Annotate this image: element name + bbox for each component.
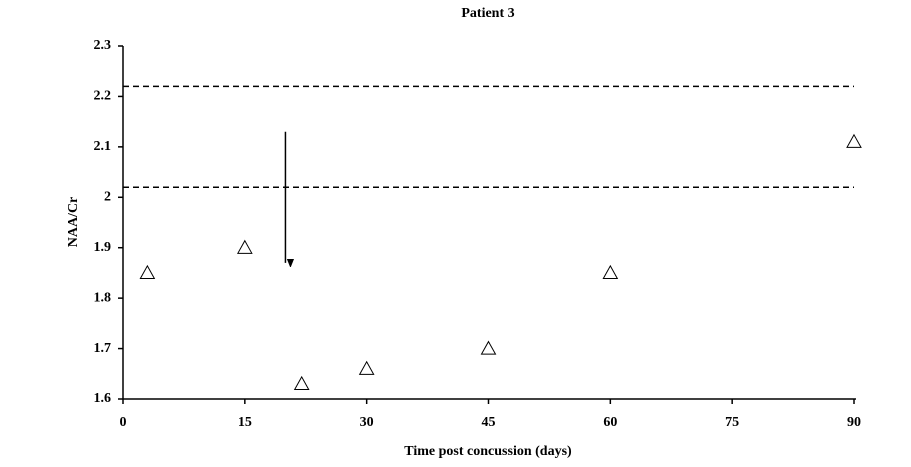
data-point bbox=[602, 264, 619, 280]
y-tick-label: 1.6 bbox=[94, 391, 112, 406]
data-point bbox=[846, 133, 862, 148]
chart-title: Patient 3 bbox=[461, 6, 514, 21]
data-point bbox=[480, 340, 497, 355]
x-tick-label: 45 bbox=[482, 415, 496, 430]
x-tick-label: 60 bbox=[603, 415, 617, 430]
y-tick-label: 2.1 bbox=[94, 139, 112, 154]
y-tick-label: 1.9 bbox=[94, 240, 112, 255]
x-axis-label: Time post concussion (days) bbox=[404, 444, 572, 459]
x-tick-label: 30 bbox=[360, 415, 374, 430]
y-tick-label: 2 bbox=[104, 190, 111, 205]
data-point bbox=[358, 360, 375, 375]
x-tick-label: 90 bbox=[847, 415, 861, 430]
y-tick-label: 1.7 bbox=[94, 341, 112, 356]
y-tick-label: 2.2 bbox=[94, 89, 112, 104]
y-tick-label: 1.8 bbox=[94, 290, 112, 305]
data-point bbox=[139, 264, 156, 280]
x-tick-label: 0 bbox=[120, 415, 127, 430]
x-tick-label: 15 bbox=[238, 415, 252, 430]
y-tick-label: 2.3 bbox=[94, 38, 112, 53]
data-point bbox=[293, 375, 310, 390]
x-tick-label: 75 bbox=[725, 415, 739, 430]
y-axis-label: NAA/Cr bbox=[66, 197, 81, 248]
data-point bbox=[236, 239, 253, 254]
